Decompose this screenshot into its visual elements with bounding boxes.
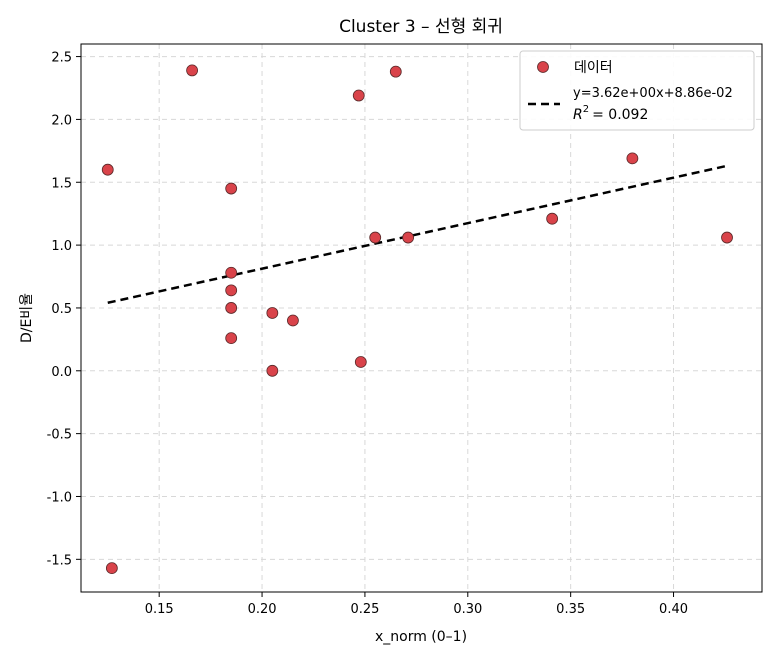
x-axis-label: x_norm (0–1) bbox=[375, 629, 467, 645]
y-tick-label: 1.5 bbox=[51, 176, 72, 191]
x-tick-label: 0.30 bbox=[453, 602, 482, 617]
data-point bbox=[225, 182, 238, 195]
data-points bbox=[101, 64, 733, 575]
data-point bbox=[389, 65, 402, 78]
data-point bbox=[101, 163, 114, 176]
y-tick-label: -1.5 bbox=[47, 553, 72, 568]
x-tick-label: 0.35 bbox=[556, 602, 585, 617]
data-point bbox=[266, 364, 279, 377]
data-point bbox=[186, 64, 198, 77]
regression-line bbox=[107, 164, 728, 304]
r2-symbol: R bbox=[573, 107, 583, 123]
data-point bbox=[105, 562, 118, 575]
y-tick-label: 0.5 bbox=[51, 302, 72, 317]
y-axis-label: D/E비율 bbox=[19, 293, 35, 343]
y-tick-label: 1.0 bbox=[51, 239, 72, 254]
chart-title: Cluster 3 – 선형 회귀 bbox=[339, 17, 503, 37]
legend-label-r2: R2 = 0.092 bbox=[573, 104, 648, 123]
x-tick-label: 0.25 bbox=[350, 602, 379, 617]
y-tick-label: 0.0 bbox=[51, 365, 72, 380]
data-point bbox=[225, 302, 238, 314]
data-point bbox=[721, 231, 733, 244]
legend: 데이터 y=3.62e+00x+8.86e-02 R2 = 0.092 bbox=[519, 50, 755, 131]
plot-frame bbox=[80, 43, 763, 593]
regression-layer bbox=[107, 164, 728, 304]
data-point bbox=[354, 356, 367, 368]
legend-marker-data bbox=[537, 61, 549, 73]
y-tick-label: 2.0 bbox=[51, 113, 72, 128]
data-point bbox=[369, 231, 382, 244]
data-point bbox=[225, 266, 238, 279]
y-tick-label: -0.5 bbox=[47, 428, 72, 443]
legend-box bbox=[519, 50, 755, 131]
data-point bbox=[287, 314, 299, 327]
data-point bbox=[266, 307, 279, 319]
r2-superscript: 2 bbox=[583, 104, 589, 115]
y-tick-label: -1.0 bbox=[47, 490, 72, 505]
x-tick-label: 0.20 bbox=[248, 602, 277, 617]
x-tick-label: 0.40 bbox=[659, 602, 688, 617]
data-point bbox=[626, 152, 639, 165]
data-point bbox=[402, 231, 415, 244]
y-tick-label: 2.5 bbox=[51, 51, 72, 66]
y-axis-ticks: -1.5 -1.0 -0.5 0.0 0.5 1.0 1.5 2.0 2.5 bbox=[47, 51, 81, 568]
data-point bbox=[352, 89, 365, 102]
legend-label-data: 데이터 bbox=[574, 60, 613, 76]
x-axis-ticks: 0.15 0.20 0.25 0.30 0.35 0.40 bbox=[145, 592, 688, 617]
data-point bbox=[546, 212, 559, 225]
legend-label-fit: y=3.62e+00x+8.86e-02 bbox=[573, 86, 733, 101]
data-point bbox=[225, 284, 238, 297]
r2-value: = 0.092 bbox=[592, 107, 648, 123]
x-tick-label: 0.15 bbox=[145, 602, 174, 617]
data-point bbox=[225, 332, 238, 345]
